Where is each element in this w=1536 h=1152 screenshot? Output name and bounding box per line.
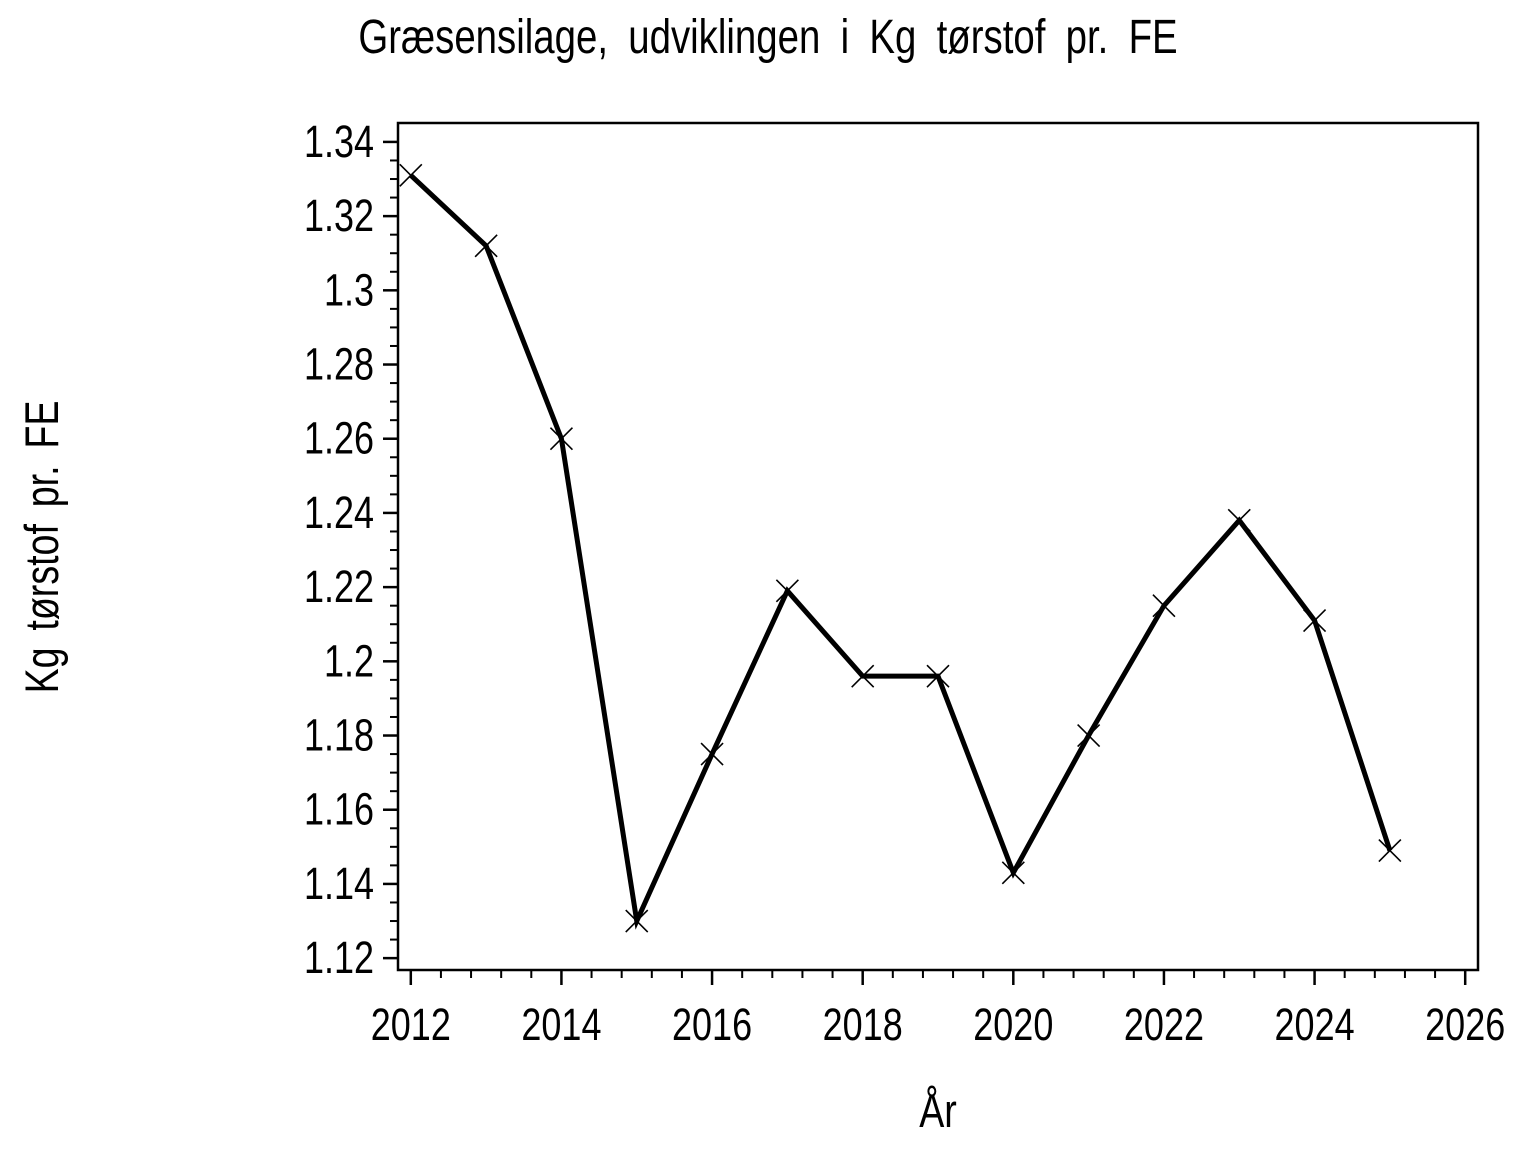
- y-tick-label: 1.32: [304, 190, 374, 241]
- data-point-marker: [700, 742, 724, 766]
- data-point-marker: [1077, 723, 1101, 748]
- y-tick-label: 1.22: [304, 561, 374, 612]
- y-tick-label: 1.3: [324, 264, 374, 315]
- x-tick-label: 2026: [1425, 999, 1505, 1050]
- x-tick-label: 2014: [521, 999, 601, 1050]
- plot-frame: [396, 121, 1480, 972]
- data-point-marker: [775, 579, 799, 603]
- data-point-marker: [625, 909, 649, 933]
- data-point-marker: [474, 234, 498, 258]
- y-tick-label: 1.2: [324, 635, 374, 686]
- data-point-marker: [399, 163, 423, 187]
- data-point-marker: [926, 664, 950, 688]
- y-tick-label: 1.14: [304, 858, 374, 909]
- chart-title: Græsensilage, udviklingen i Kg tørstof p…: [358, 11, 1177, 64]
- x-tick-label: 2024: [1275, 999, 1355, 1050]
- data-point-marker: [1001, 861, 1025, 885]
- data-point-marker: [1227, 508, 1251, 532]
- y-tick-label: 1.26: [304, 413, 374, 464]
- y-tick-label: 1.16: [304, 784, 374, 835]
- data-point-marker: [1152, 594, 1176, 618]
- data-point-marker: [851, 664, 875, 688]
- y-tick-label: 1.28: [304, 339, 374, 390]
- x-tick-label: 2020: [973, 999, 1053, 1050]
- data-line: [409, 173, 1393, 930]
- data-point-marker: [1303, 608, 1327, 633]
- y-tick-label: 1.12: [304, 932, 374, 983]
- y-tick-label: 1.24: [304, 487, 374, 538]
- x-tick-label: 2012: [371, 999, 451, 1050]
- x-axis-title: År: [919, 1085, 957, 1138]
- y-axis-title: Kg tørstof pr. FE: [16, 401, 69, 694]
- chart-generated-layer: 2012 2014 2016 2018 2020 2022 2024 2026 1.12 1.14…: [304, 116, 1505, 1050]
- x-tick-label: 2018: [823, 999, 903, 1050]
- data-point-marker: [549, 427, 573, 451]
- x-tick-label: 2022: [1124, 999, 1204, 1050]
- y-tick-label: 1.34: [304, 116, 374, 167]
- y-tick-label: 1.18: [304, 710, 374, 761]
- x-tick-label: 2016: [672, 999, 752, 1050]
- data-point-marker: [1378, 838, 1402, 863]
